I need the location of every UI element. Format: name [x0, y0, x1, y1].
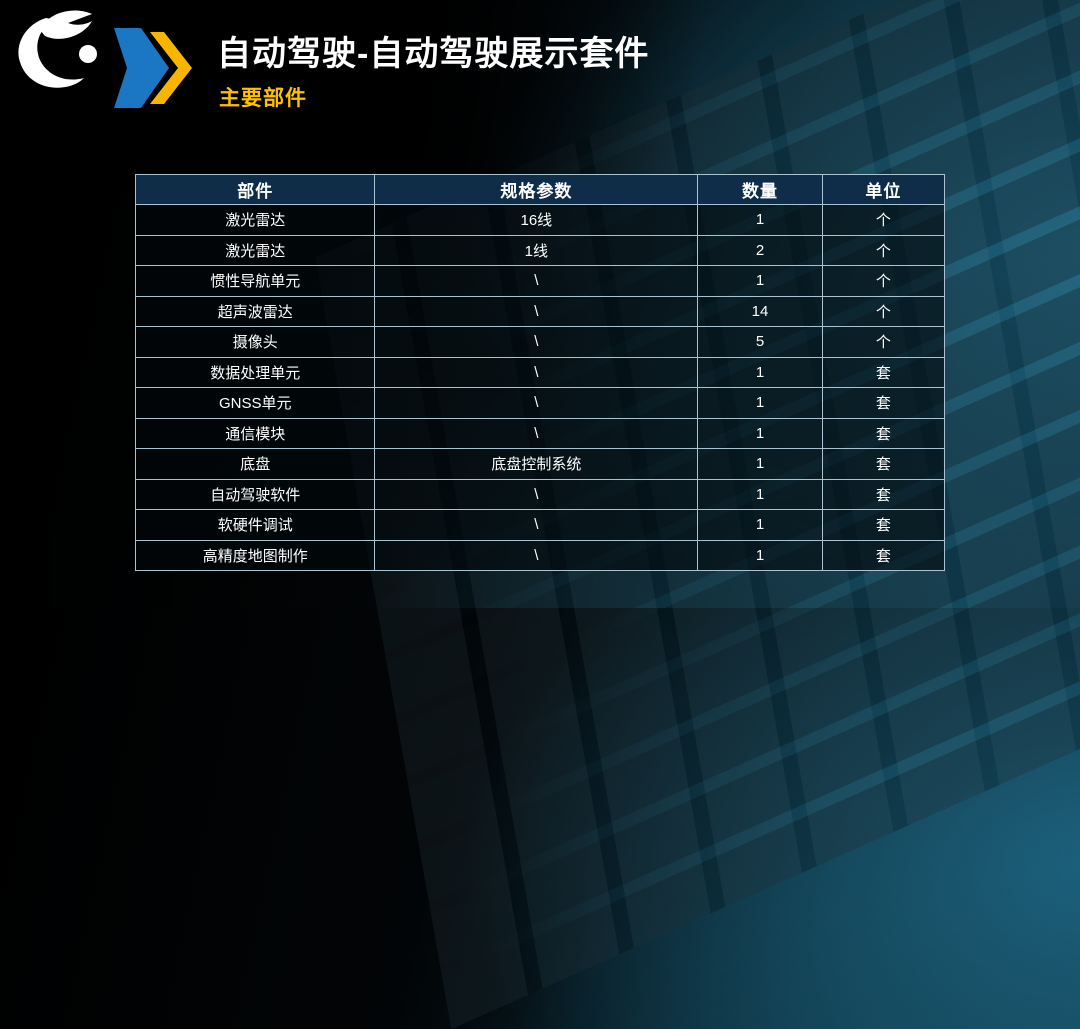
- table-cell: \: [374, 509, 699, 541]
- column-header: 规格参数: [374, 174, 699, 205]
- table-cell: 个: [821, 234, 946, 266]
- table-row: 软硬件调试 \ 1 套: [134, 509, 946, 541]
- table-row: 摄像头 \ 5 个: [134, 326, 946, 358]
- table-cell: 通信模块: [134, 417, 376, 449]
- table-cell: 套: [821, 478, 946, 510]
- table-row: GNSS单元 \ 1 套: [134, 387, 946, 419]
- table-row: 激光雷达 1线 2 个: [134, 234, 946, 266]
- table-row: 惯性导航单元 \ 1 个: [134, 265, 946, 297]
- components-table: 部件 规格参数 数量 单位 激光雷达 16线 1 个激光雷达 1线 2 个惯性导航单元 \ 1 个超声波…: [134, 174, 946, 571]
- table-cell: 2: [697, 234, 823, 266]
- table-cell: \: [374, 265, 699, 297]
- table-cell: 套: [821, 387, 946, 419]
- table-header: 部件 规格参数 数量 单位: [134, 174, 946, 205]
- table-cell: \: [374, 417, 699, 449]
- double-chevron-icon: [114, 28, 192, 108]
- table-cell: 1: [697, 478, 823, 510]
- table-cell: 1: [697, 356, 823, 388]
- table-cell: 14: [697, 295, 823, 327]
- table-cell: 套: [821, 509, 946, 541]
- table-cell: 1: [697, 539, 823, 571]
- slide-subtitle: 主要部件: [219, 87, 307, 110]
- table-cell: 1: [697, 204, 823, 236]
- table-cell: 高精度地图制作: [134, 539, 376, 571]
- table-cell: 超声波雷达: [134, 295, 376, 327]
- table-cell: 自动驾驶软件: [134, 478, 376, 510]
- table-cell: 个: [821, 204, 946, 236]
- table-cell: 个: [821, 326, 946, 358]
- table-cell: \: [374, 387, 699, 419]
- table-cell: 1: [697, 448, 823, 480]
- table-cell: 1线: [374, 234, 699, 266]
- table-header-row: 部件 规格参数 数量 单位: [134, 174, 946, 205]
- table-cell: \: [374, 356, 699, 388]
- table-cell: 个: [821, 295, 946, 327]
- table-cell: \: [374, 478, 699, 510]
- brand-logo-icon: [18, 10, 97, 88]
- table-cell: GNSS单元: [134, 387, 376, 419]
- table-cell: 1: [697, 417, 823, 449]
- column-header: 数量: [697, 174, 823, 205]
- table-cell: 1: [697, 265, 823, 297]
- table-cell: 摄像头: [134, 326, 376, 358]
- table-cell: 5: [697, 326, 823, 358]
- table-cell: 套: [821, 539, 946, 571]
- table-cell: 数据处理单元: [134, 356, 376, 388]
- table-cell: 个: [821, 265, 946, 297]
- table-cell: 1: [697, 387, 823, 419]
- table-cell: 1: [697, 509, 823, 541]
- table-body: 激光雷达 16线 1 个激光雷达 1线 2 个惯性导航单元 \ 1 个超声波雷达 \ 14 个摄像头 \ 5…: [134, 204, 946, 571]
- table-cell: 底盘: [134, 448, 376, 480]
- table-cell: 激光雷达: [134, 204, 376, 236]
- table-cell: 激光雷达: [134, 234, 376, 266]
- table-row: 底盘 底盘控制系统 1 套: [134, 448, 946, 480]
- table-row: 数据处理单元 \ 1 套: [134, 356, 946, 388]
- table-cell: 套: [821, 417, 946, 449]
- table-cell: 软硬件调试: [134, 509, 376, 541]
- table-row: 自动驾驶软件 \ 1 套: [134, 478, 946, 510]
- table-row: 激光雷达 16线 1 个: [134, 204, 946, 236]
- table-cell: 套: [821, 356, 946, 388]
- table-row: 通信模块 \ 1 套: [134, 417, 946, 449]
- table-cell: 底盘控制系统: [374, 448, 699, 480]
- table-row: 超声波雷达 \ 14 个: [134, 295, 946, 327]
- table-cell: \: [374, 295, 699, 327]
- table-cell: 惯性导航单元: [134, 265, 376, 297]
- table-row: 高精度地图制作 \ 1 套: [134, 539, 946, 571]
- slide-title: 自动驾驶-自动驾驶展示套件: [217, 35, 650, 73]
- table-cell: 套: [821, 448, 946, 480]
- column-header: 部件: [134, 174, 376, 205]
- table-cell: \: [374, 326, 699, 358]
- column-header: 单位: [821, 174, 946, 205]
- table-cell: 16线: [374, 204, 699, 236]
- table-cell: \: [374, 539, 699, 571]
